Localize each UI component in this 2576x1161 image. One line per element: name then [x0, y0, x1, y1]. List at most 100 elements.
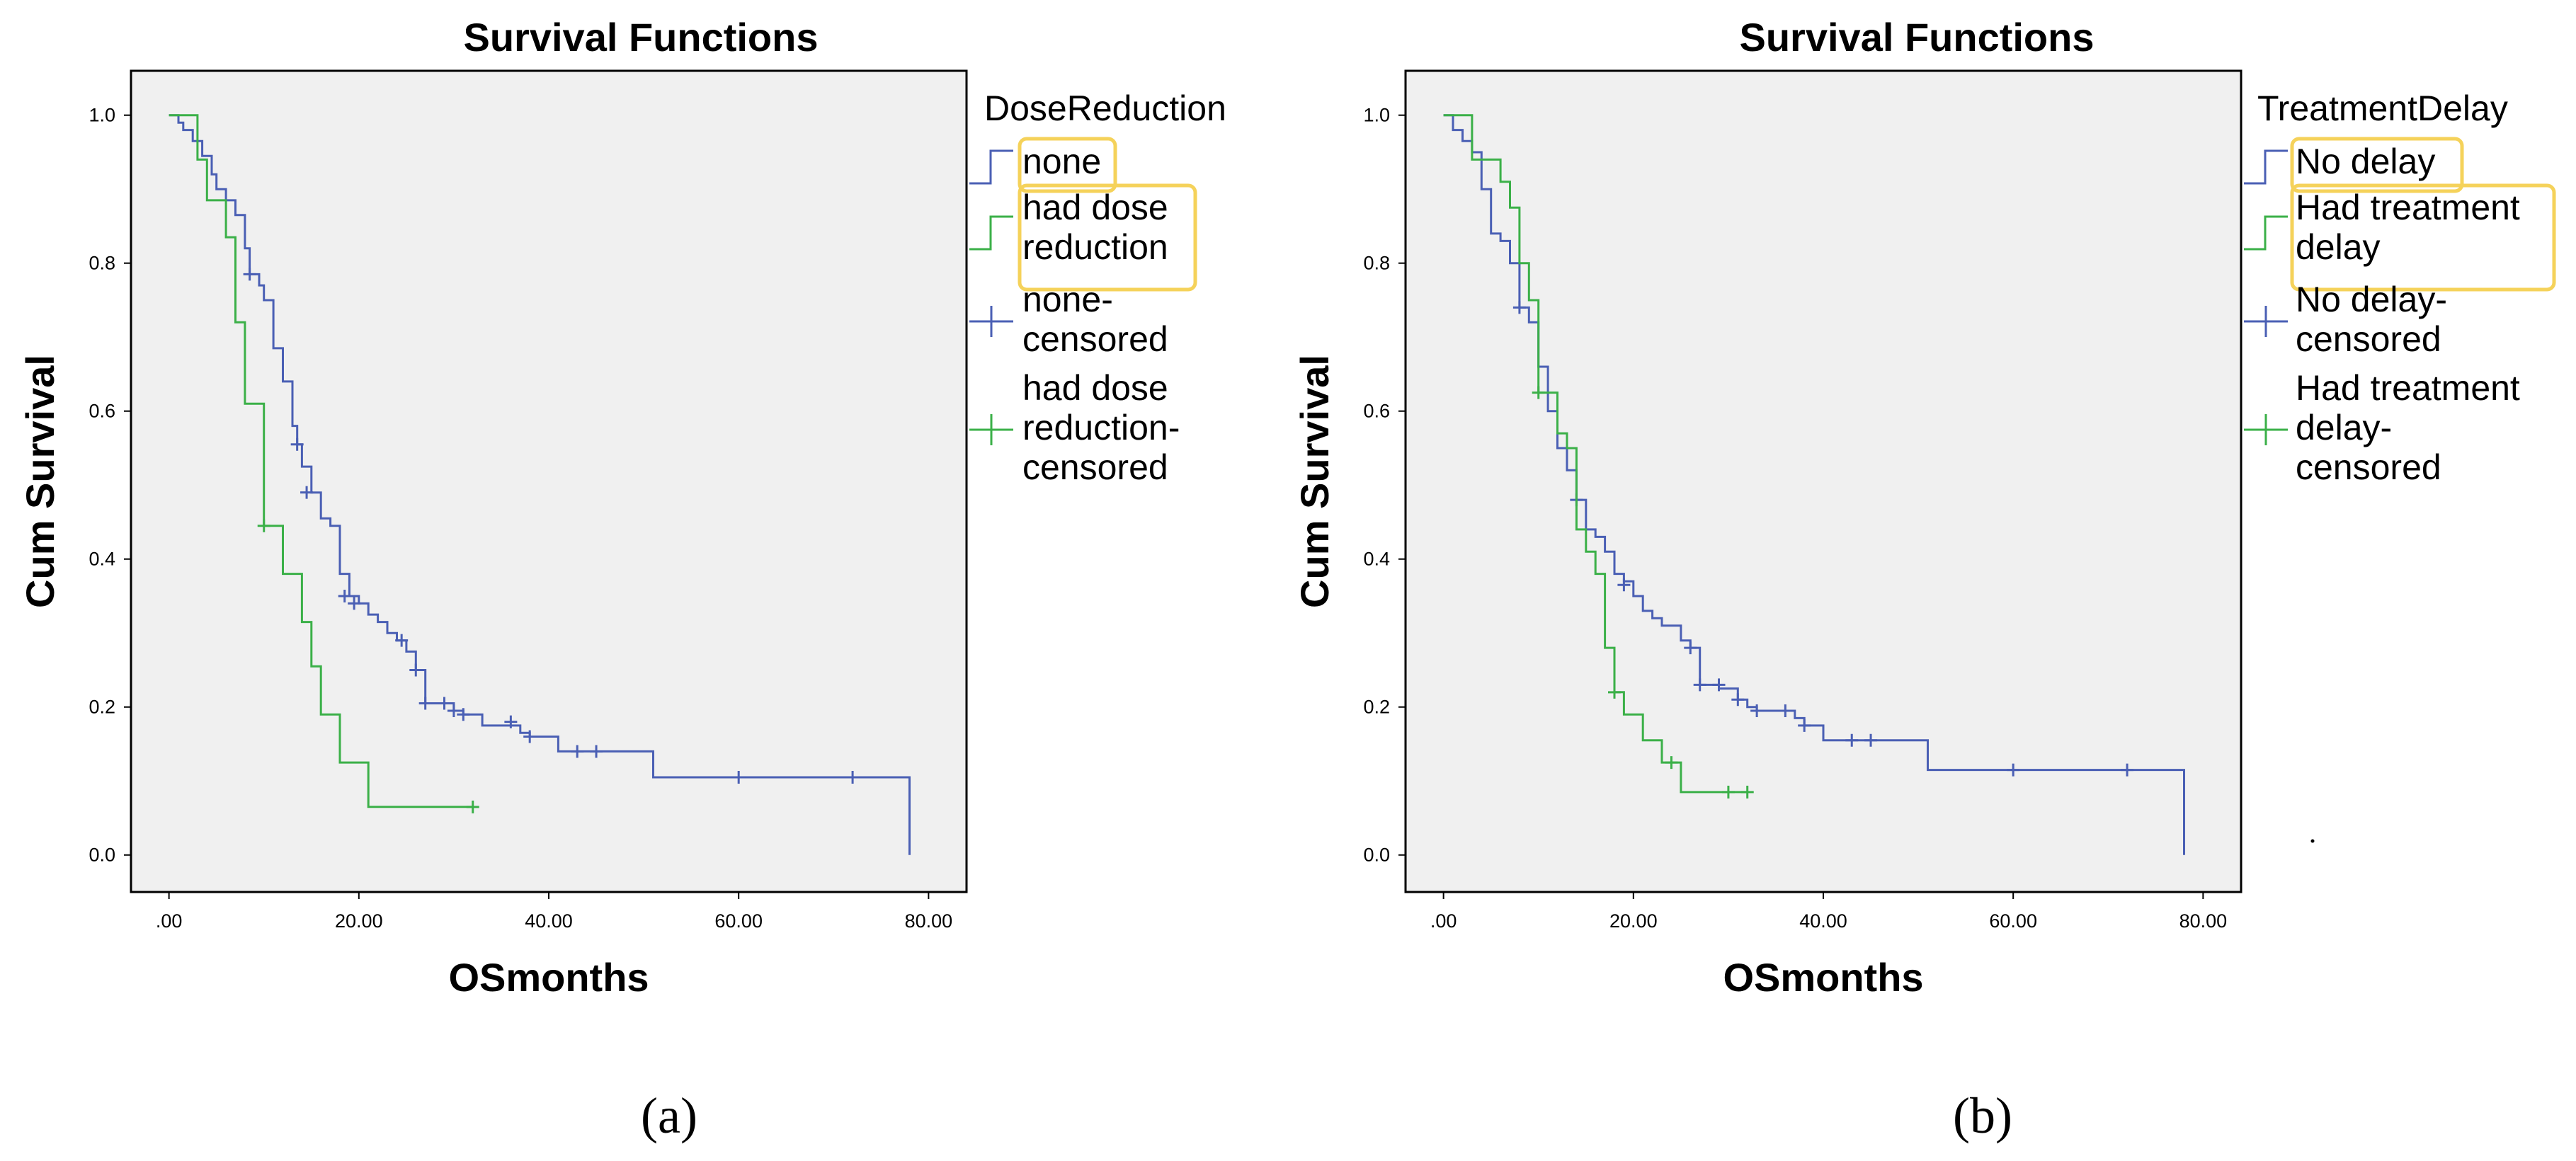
- x-tick-label: 60.00: [1989, 910, 2037, 932]
- y-tick-label: 0.4: [1363, 549, 1390, 570]
- legend-line-icon: [2244, 149, 2288, 185]
- legend-label: No delay: [2296, 142, 2435, 181]
- plot-area-b: [1404, 69, 2242, 893]
- censored-mark: [2007, 763, 2020, 777]
- censored-mark: [1684, 641, 1697, 655]
- y-tick-label: 0.0: [1363, 845, 1390, 866]
- x-tick-label: 60.00: [714, 910, 763, 932]
- censored-mark: [243, 268, 256, 281]
- censored-mark: [1731, 693, 1745, 707]
- x-axis-label-a: OSmonths: [448, 955, 649, 1000]
- stray-dot-b: [2310, 839, 2315, 843]
- chart-title-a: Survival Functions: [464, 15, 819, 59]
- censored-mark: [300, 486, 314, 499]
- legend-label: censored: [2296, 447, 2441, 487]
- censored-mark: [447, 704, 460, 717]
- y-tick-label: 1.0: [89, 105, 115, 126]
- censored-mark: [1665, 756, 1678, 770]
- x-tick-label: 40.00: [525, 910, 573, 932]
- legend-censor-icon: [2244, 306, 2288, 337]
- legend-title-b: TreatmentDelay: [2257, 88, 2508, 128]
- legend-label: delay: [2296, 227, 2381, 267]
- censored-mark: [1617, 578, 1631, 592]
- y-axis-label-a: Cum Survival: [18, 355, 62, 608]
- legend-censor-icon: [2244, 414, 2288, 445]
- y-axis-b: 0.0 0.2 0.4 0.6 0.8 1.0: [1363, 105, 1406, 866]
- plot-area-a: [130, 69, 968, 893]
- censored-mark: [504, 715, 518, 728]
- x-axis-a: .00 20.00 40.00 60.00 80.00: [156, 892, 952, 932]
- legend-line-icon: [2244, 215, 2288, 251]
- legend-label: censored: [1022, 447, 1168, 487]
- censored-mark: [418, 697, 432, 710]
- x-tick-label: .00: [1430, 910, 1457, 932]
- x-axis-b: .00 20.00 40.00 60.00 80.00: [1430, 892, 2227, 932]
- censored-mark: [1532, 386, 1545, 399]
- censored-mark: [457, 708, 470, 721]
- legend-censor-icon: [969, 306, 1013, 337]
- survival-curve-group2: [1443, 114, 1748, 794]
- y-tick-label: 0.2: [1363, 697, 1390, 718]
- censored-mark: [466, 800, 479, 813]
- curves-a: [169, 114, 911, 855]
- legend-line-icon: [969, 149, 1013, 185]
- y-tick-label: 0.6: [1363, 401, 1390, 422]
- survival-curve-group1: [1443, 114, 2185, 855]
- legend-label: none-: [1022, 280, 1113, 319]
- legend-label: Had treatment: [2296, 188, 2520, 227]
- y-tick-label: 0.4: [89, 549, 115, 570]
- legend-label: censored: [2296, 319, 2441, 359]
- censored-mark: [1721, 785, 1735, 799]
- survival-chart-b: Survival Functions .00 20.00 40.00 60.00 80.…: [1292, 15, 2556, 1144]
- censored-mark: [571, 745, 584, 758]
- y-tick-label: 0.2: [89, 697, 115, 718]
- x-tick-label: 40.00: [1799, 910, 1847, 932]
- y-tick-label: 0.8: [89, 253, 115, 274]
- legend-highlight-b1: [2290, 137, 2464, 193]
- censored-mark: [732, 771, 746, 784]
- censored-mark: [846, 771, 860, 784]
- legend-label: delay-: [2296, 408, 2392, 447]
- panel-label-a: (a): [641, 1087, 697, 1144]
- x-tick-label: .00: [156, 910, 183, 932]
- panel-label-b: (b): [1953, 1087, 2012, 1144]
- y-tick-label: 0.0: [89, 845, 115, 866]
- censored-mark: [409, 663, 423, 677]
- legend-label: none: [1022, 142, 1101, 181]
- y-tick-label: 0.6: [89, 401, 115, 422]
- legend-label: reduction: [1022, 227, 1168, 267]
- censored-mark: [1750, 704, 1764, 717]
- chart-title-b: Survival Functions: [1740, 15, 2095, 59]
- x-tick-label: 20.00: [335, 910, 383, 932]
- x-tick-label: 80.00: [2179, 910, 2228, 932]
- censored-mark: [438, 697, 451, 710]
- legend-censor-icon: [969, 414, 1013, 445]
- legend-label: No delay-: [2296, 280, 2447, 319]
- x-tick-label: 20.00: [1609, 910, 1658, 932]
- legend-highlight-a2: [1018, 183, 1197, 292]
- censored-mark: [1779, 704, 1792, 717]
- survival-chart-a: Survival Functions .00 20.00 40.00 60.00 80.…: [18, 15, 1226, 1144]
- legend-label: had dose: [1022, 368, 1168, 408]
- y-axis-label-b: Cum Survival: [1292, 355, 1337, 608]
- censored-mark: [1512, 301, 1526, 314]
- curves-b: [1443, 114, 2185, 855]
- legend-title-a: DoseReduction: [984, 88, 1226, 128]
- censored-mark: [1864, 733, 1878, 747]
- censored-mark: [257, 519, 270, 532]
- legend-label: had dose: [1022, 188, 1168, 227]
- legend-label: Had treatment: [2296, 368, 2520, 408]
- y-axis-a: 0.0 0.2 0.4 0.6 0.8 1.0: [89, 105, 131, 866]
- y-tick-label: 1.0: [1363, 105, 1390, 126]
- censored-mark: [1608, 685, 1621, 699]
- censored-mark: [523, 730, 537, 743]
- censored-mark: [1798, 719, 1811, 732]
- censored-mark: [2121, 763, 2134, 777]
- censored-mark: [1693, 678, 1706, 692]
- legend-line-icon: [969, 215, 1013, 251]
- censored-mark: [1712, 678, 1726, 692]
- censored-mark: [395, 634, 409, 647]
